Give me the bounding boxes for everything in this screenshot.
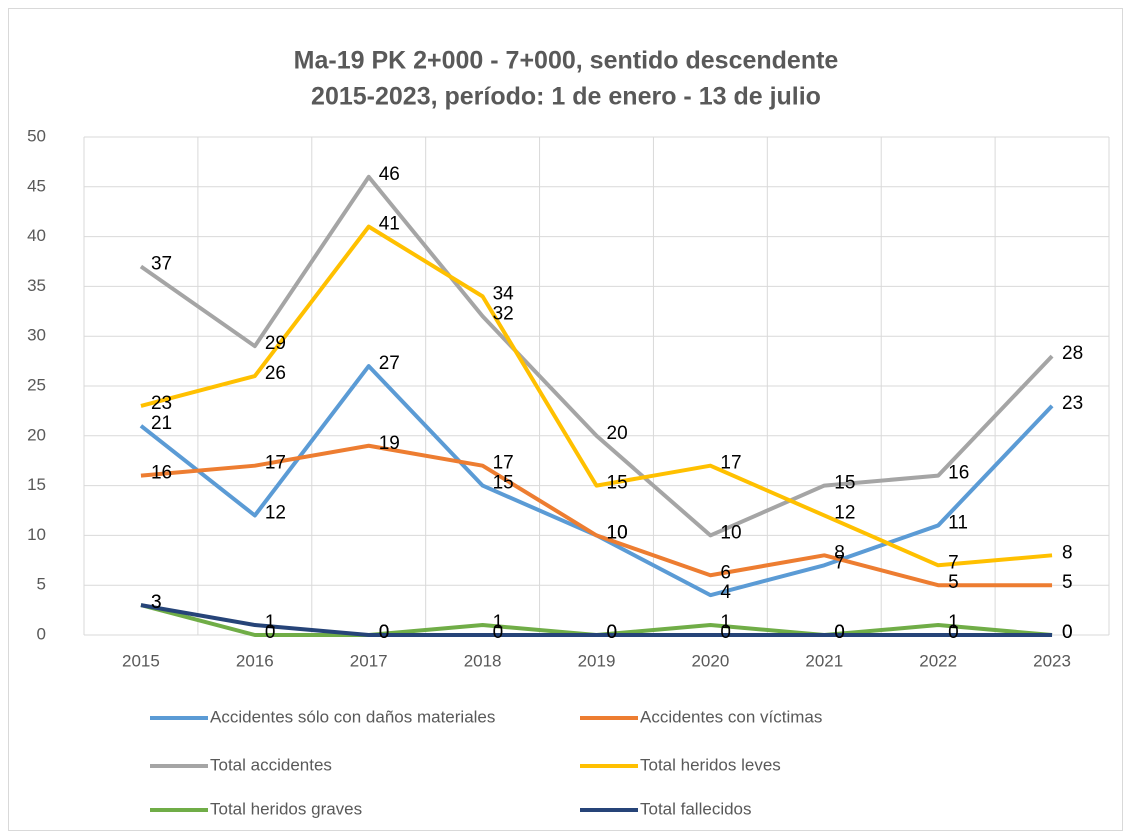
data-label: 32 [493,303,514,324]
data-label: 1 [265,612,276,633]
data-label: 16 [948,463,969,484]
x-tick-label: 2018 [464,651,502,670]
data-label: 0 [493,622,504,643]
data-label: 28 [1062,343,1083,364]
data-label: 0 [834,622,845,643]
data-label: 0 [379,622,390,643]
data-label: 23 [151,393,172,414]
data-label: 1 [493,612,504,633]
chart-subtitle: 2015-2023, período: 1 de enero - 13 de j… [311,83,821,111]
data-label: 3 [151,592,162,613]
data-label: 0 [834,622,845,643]
data-label: 10 [607,522,628,543]
y-tick-label: 30 [27,326,46,345]
data-label: 15 [493,473,514,494]
data-label: 17 [720,453,741,474]
data-label: 10 [720,522,741,543]
series-line [139,174,1054,538]
data-label: 1 [720,612,731,633]
y-tick-label: 25 [27,375,46,394]
x-tick-label: 2017 [350,651,388,670]
data-label: 0 [720,622,731,643]
legend-label: Total heridos leves [640,755,781,774]
data-label: 17 [265,453,286,474]
data-label: 0 [379,622,390,643]
data-label: 7 [834,552,845,573]
data-label: 0 [948,622,959,643]
data-label: 26 [265,363,286,384]
data-label: 29 [265,333,286,354]
chart-title: Ma-19 PK 2+000 - 7+000, sentido descende… [294,47,839,75]
data-label: 5 [1062,572,1073,593]
y-tick-label: 15 [27,475,46,494]
y-tick-label: 20 [27,425,46,444]
data-label: 21 [151,413,172,434]
y-tick-label: 50 [27,126,46,145]
data-label: 0 [1062,622,1073,643]
data-label: 12 [265,502,286,523]
x-tick-label: 2016 [236,651,274,670]
data-label: 12 [834,502,855,523]
x-tick-label: 2020 [691,651,729,670]
data-label: 17 [493,453,514,474]
series-line [140,443,1053,588]
data-label: 20 [607,423,628,444]
data-label: 11 [948,512,968,533]
legend-label: Total fallecidos [640,799,752,818]
data-label: 5 [948,572,959,593]
data-label: 16 [151,463,172,484]
data-label: 19 [379,433,400,454]
y-tick-label: 35 [27,276,46,295]
series-line [140,224,1053,568]
x-tick-label: 2023 [1033,651,1071,670]
legend-label: Accidentes sólo con daños materiales [210,707,495,726]
data-label: 34 [493,283,515,304]
y-tick-label: 10 [27,525,46,544]
x-tick-label: 2019 [578,651,616,670]
data-label: 27 [379,353,400,374]
x-tick-label: 2021 [805,651,843,670]
y-tick-label: 5 [37,575,46,594]
y-tick-label: 0 [37,624,46,643]
data-label: 10 [607,522,628,543]
data-label: 8 [834,542,845,563]
data-label: 4 [720,582,731,603]
data-label: 23 [1062,393,1083,414]
x-tick-label: 2015 [122,651,160,670]
data-label: 6 [720,562,731,583]
data-label: 8 [1062,542,1073,563]
data-label: 0 [265,622,276,643]
data-label: 0 [1062,622,1073,643]
data-label: 7 [948,552,959,573]
data-label: 1 [948,612,959,633]
chart-border [8,8,1123,831]
x-tick-label: 2022 [919,651,957,670]
y-tick-label: 40 [27,226,46,245]
data-label: 0 [607,622,618,643]
y-tick-label: 45 [27,176,46,195]
legend-label: Total accidentes [210,755,332,774]
data-label: 37 [151,253,172,274]
legend-label: Total heridos graves [210,799,362,818]
data-label: 15 [834,473,855,494]
legend-label: Accidentes con víctimas [640,707,822,726]
data-label: 3 [151,592,162,613]
data-label: 46 [379,164,400,185]
data-label: 15 [607,473,628,494]
series-line [140,603,1053,637]
data-label: 0 [607,622,618,643]
data-label: 41 [379,214,400,235]
